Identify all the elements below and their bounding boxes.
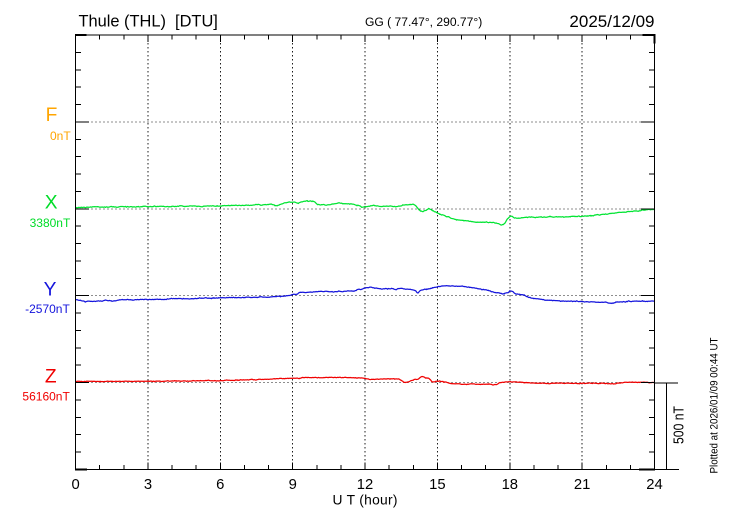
svg-text:Y: Y [44,280,57,301]
svg-text:6: 6 [216,477,224,493]
svg-text:56160nT: 56160nT [22,389,70,403]
svg-text:9: 9 [289,477,297,493]
svg-text:Thule (THL) [DTU]: Thule (THL) [DTU] [79,13,218,31]
svg-text:GG ( 77.47°, 290.77°): GG ( 77.47°, 290.77°) [365,15,482,29]
svg-text:U T (hour): U T (hour) [333,493,398,508]
svg-text:0nT: 0nT [50,129,71,143]
svg-text:3380nT: 3380nT [30,216,71,230]
svg-text:18: 18 [502,477,518,493]
svg-text:Z: Z [45,367,57,388]
svg-text:24: 24 [646,477,662,493]
svg-text:12: 12 [357,477,373,493]
svg-text:X: X [45,193,58,214]
svg-text:3: 3 [144,477,152,493]
svg-text:500 nT: 500 nT [671,406,688,444]
svg-text:Plotted at 2026/01/09 00:44 UT: Plotted at 2026/01/09 00:44 UT [709,337,721,473]
svg-text:2025/12/09: 2025/12/09 [569,12,654,31]
svg-text:-2570nT: -2570nT [25,302,70,316]
svg-text:F: F [46,105,58,126]
svg-text:0: 0 [71,477,79,493]
svg-text:21: 21 [574,477,590,493]
svg-text:15: 15 [429,477,445,493]
